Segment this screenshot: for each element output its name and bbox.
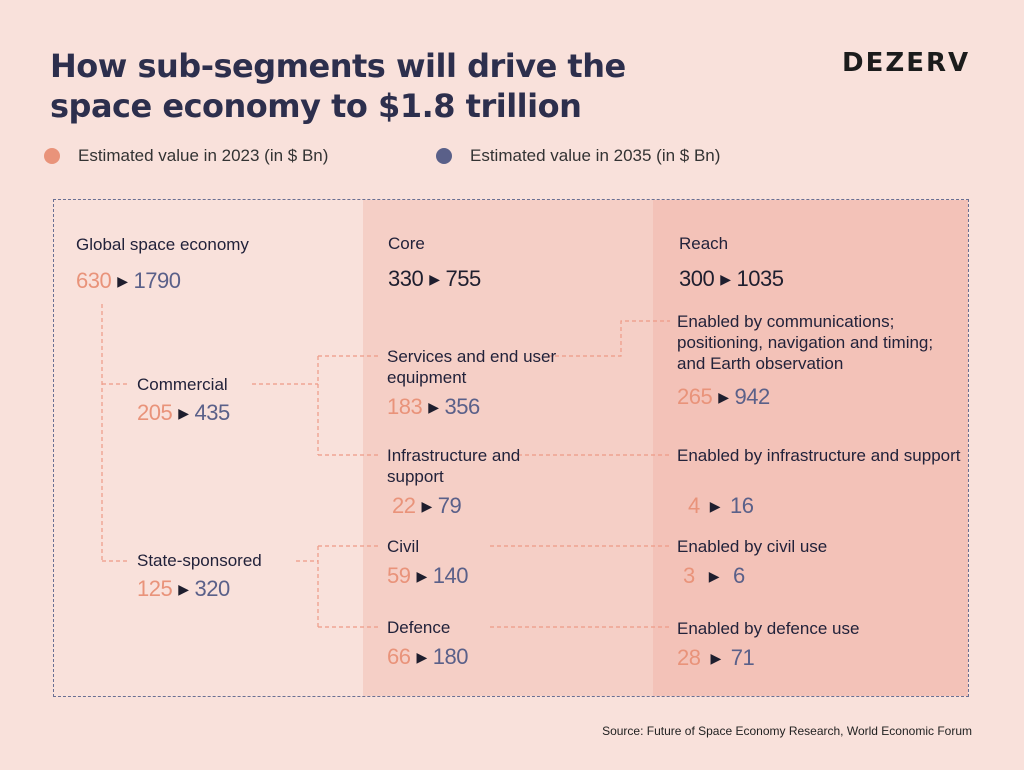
core-value-2023: 330 <box>388 266 424 291</box>
reach-column <box>653 200 968 696</box>
page-title: How sub-segments will drive the space ec… <box>50 47 626 125</box>
defence-value-2035: 180 <box>432 644 469 669</box>
source-note: Source: Future of Space Economy Research… <box>602 724 972 738</box>
enabled-comm-value-2023: 265 <box>677 384 713 409</box>
enabled-defence-value-2035: 71 <box>730 645 755 670</box>
state-value-2035: 320 <box>194 576 231 601</box>
enabled-comm-value-2035: 942 <box>734 384 771 409</box>
civil-value-2035: 140 <box>432 563 469 588</box>
legend-label-2023: Estimated value in 2023 (in $ Bn) <box>78 146 329 165</box>
arrow-icon: ▶ <box>416 567 427 584</box>
civil-label: Civil <box>387 537 420 556</box>
state-sponsored-values: 125 ▶ 320 <box>137 576 230 602</box>
civil-value-2023: 59 <box>387 563 411 588</box>
legend-2035: Estimated value in 2035 (in $ Bn) <box>436 146 720 166</box>
services-label: Services and end user equipment <box>387 347 557 387</box>
enabled-infra-value-2035: 16 <box>730 493 754 518</box>
arrow-icon: ▶ <box>178 404 189 421</box>
legend-dot-2035 <box>436 148 452 164</box>
arrow-icon: ▶ <box>710 649 721 666</box>
arrow-icon: ▶ <box>720 270 731 287</box>
services-value-2023: 183 <box>387 394 423 419</box>
commercial-label: Commercial <box>137 375 228 394</box>
legend-dot-2023 <box>44 148 60 164</box>
global-value-2035: 1790 <box>133 268 181 293</box>
services-values: 183 ▶ 356 <box>387 394 480 420</box>
core-column <box>363 200 653 696</box>
reach-value-2023: 300 <box>679 266 715 291</box>
core-values: 330 ▶ 755 <box>388 266 481 292</box>
arrow-icon: ▶ <box>416 648 427 665</box>
global-label: Global space economy <box>76 235 249 254</box>
enabled-communications-label: Enabled by communications; positioning, … <box>677 312 934 373</box>
enabled-infrastructure-label: Enabled by infrastructure and support <box>677 446 961 465</box>
connector-services-to-reach <box>548 320 670 357</box>
defence-label: Defence <box>387 618 451 637</box>
enabled-communications-values: 265 ▶ 942 <box>677 384 770 410</box>
enabled-civil-value-2023: 3 <box>683 563 695 588</box>
enabled-civil-values: 3 ▶ 6 <box>683 563 745 589</box>
infrastructure-label: Infrastructure and support <box>387 446 521 486</box>
defence-values: 66 ▶ 180 <box>387 644 468 670</box>
commercial-value-2035: 435 <box>194 400 231 425</box>
arrow-icon: ▶ <box>178 580 189 597</box>
arrow-icon: ▶ <box>708 567 720 584</box>
global-value-2023: 630 <box>76 268 112 293</box>
infrastructure-values: 22 ▶ 79 <box>392 493 462 519</box>
enabled-infra-value-2023: 4 <box>688 493 700 518</box>
global-values: 630 ▶ 1790 <box>76 268 181 294</box>
diagram-frame <box>53 199 969 697</box>
state-sponsored-label: State-sponsored <box>137 551 262 570</box>
core-value-2035: 755 <box>445 266 482 291</box>
enabled-infrastructure-values: 4 ▶ 16 <box>688 493 754 519</box>
commercial-value-2023: 205 <box>137 400 173 425</box>
defence-value-2023: 66 <box>387 644 411 669</box>
core-label: Core <box>388 234 425 253</box>
arrow-icon: ▶ <box>428 398 439 415</box>
brand-logo: DEZERV <box>842 48 971 78</box>
arrow-icon: ▶ <box>709 497 721 514</box>
services-value-2035: 356 <box>444 394 481 419</box>
legend-label-2035: Estimated value in 2035 (in $ Bn) <box>470 146 721 165</box>
commercial-values: 205 ▶ 435 <box>137 400 230 426</box>
civil-values: 59 ▶ 140 <box>387 563 468 589</box>
reach-values: 300 ▶ 1035 <box>679 266 784 292</box>
state-value-2023: 125 <box>137 576 173 601</box>
enabled-defence-value-2023: 28 <box>677 645 701 670</box>
reach-label: Reach <box>679 234 729 253</box>
enabled-civil-value-2035: 6 <box>733 563 745 588</box>
infra-value-2035: 79 <box>437 493 462 518</box>
infra-value-2023: 22 <box>392 493 416 518</box>
enabled-defence-values: 28 ▶ 71 <box>677 645 755 671</box>
enabled-defence-label: Enabled by defence use <box>677 619 860 638</box>
arrow-icon: ▶ <box>718 388 729 405</box>
arrow-icon: ▶ <box>429 270 440 287</box>
legend-2023: Estimated value in 2023 (in $ Bn) <box>44 146 328 166</box>
reach-value-2035: 1035 <box>736 266 784 291</box>
arrow-icon: ▶ <box>421 497 432 514</box>
arrow-icon: ▶ <box>117 272 128 289</box>
enabled-civil-label: Enabled by civil use <box>677 537 828 556</box>
